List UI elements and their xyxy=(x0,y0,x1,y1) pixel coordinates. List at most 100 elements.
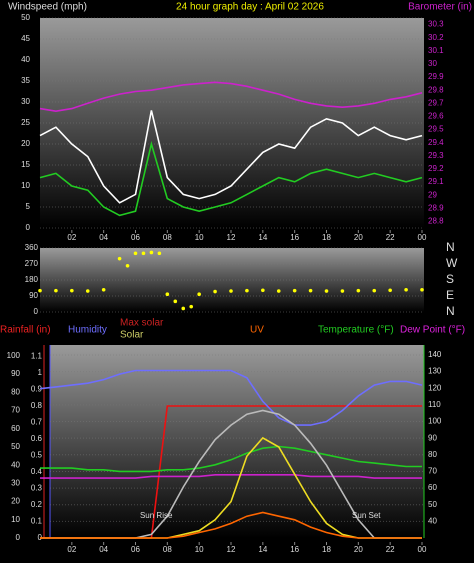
y-tick-label: 180 xyxy=(25,275,39,284)
point xyxy=(229,289,233,293)
series-line xyxy=(40,511,422,539)
y-tick-label: 20 xyxy=(11,497,20,506)
point xyxy=(181,306,186,311)
point xyxy=(85,289,90,293)
y-tick-label: 30.2 xyxy=(428,33,444,42)
max-solar-label: Max solar xyxy=(120,318,164,329)
point xyxy=(324,289,329,293)
y-tick-label: 70 xyxy=(11,406,20,415)
series-line xyxy=(39,369,423,426)
point xyxy=(420,287,424,292)
x-tick-label: 20 xyxy=(354,233,363,242)
x-tick-label: 06 xyxy=(131,545,140,554)
y-tick-label: 80 xyxy=(428,450,437,459)
y-tick-label: 20 xyxy=(21,139,30,148)
point xyxy=(173,299,178,304)
y-tick-label: 0.4 xyxy=(31,467,43,476)
y-tick-label: 100 xyxy=(428,417,442,426)
y-tick-label: 40 xyxy=(428,516,437,525)
x-tick-label: 00 xyxy=(418,545,427,554)
y-tick-label: 90 xyxy=(11,369,20,378)
series-line xyxy=(39,81,423,113)
y-tick-label: 0 xyxy=(16,533,21,542)
y-tick-label: 1.1 xyxy=(31,352,43,361)
y-tick-label: 0.2 xyxy=(31,500,43,509)
point xyxy=(141,251,146,256)
compass-label: N xyxy=(446,240,455,254)
point xyxy=(261,288,265,293)
y-tick-label: 270 xyxy=(25,259,39,268)
y-tick-label: 29.9 xyxy=(428,72,444,81)
y-tick-label: 140 xyxy=(428,350,442,359)
point xyxy=(54,288,58,293)
y2-label: Barometer (in) xyxy=(408,2,472,13)
temp-label: Temperature (°F) xyxy=(318,325,394,336)
y-tick-label: 0.7 xyxy=(31,418,43,427)
y-tick-label: 90 xyxy=(29,291,38,300)
y-tick-label: 29.7 xyxy=(428,98,444,107)
point xyxy=(404,287,408,292)
point xyxy=(308,288,313,293)
point xyxy=(276,289,281,293)
x-tick-label: 20 xyxy=(354,545,363,554)
point xyxy=(292,288,297,293)
x-tick-label: 22 xyxy=(386,545,395,554)
x-tick-label: 08 xyxy=(163,233,172,242)
x-tick-label: 08 xyxy=(163,545,172,554)
y-tick-label: 0 xyxy=(34,307,39,316)
y-tick-label: 50 xyxy=(21,13,30,22)
y-tick-label: 29.5 xyxy=(428,125,444,134)
series-line xyxy=(39,140,423,217)
y-tick-label: 130 xyxy=(428,367,442,376)
y-tick-label: 0.9 xyxy=(31,385,43,394)
y-tick-label: 110 xyxy=(428,400,441,409)
compass-label: E xyxy=(446,288,454,302)
y-tick-label: 25 xyxy=(21,118,30,127)
x-tick-label: 22 xyxy=(386,233,395,242)
y-tick-label: 45 xyxy=(21,34,30,43)
y-tick-label: 50 xyxy=(428,500,437,509)
y-tick-label: 60 xyxy=(11,424,20,433)
point xyxy=(133,251,138,256)
point xyxy=(197,292,201,297)
annotation: Sun Rise xyxy=(140,511,173,520)
y-tick-label: 1 xyxy=(38,368,43,377)
y-tick-label: 0.6 xyxy=(31,434,43,443)
y-tick-label: 0.5 xyxy=(31,451,43,460)
y-tick-label: 29.1 xyxy=(428,177,444,186)
y-tick-label: 15 xyxy=(21,160,30,169)
point xyxy=(38,288,42,293)
y-tick-label: 30.1 xyxy=(428,46,444,55)
uv-label: UV xyxy=(250,325,264,336)
solar-label: Solar xyxy=(120,330,144,341)
point xyxy=(125,263,130,268)
x-tick-label: 02 xyxy=(67,545,76,554)
x-tick-label: 14 xyxy=(258,545,267,554)
y-tick-label: 30 xyxy=(428,59,437,68)
point xyxy=(340,289,345,293)
x-tick-label: 04 xyxy=(99,545,108,554)
y-tick-label: 120 xyxy=(428,383,442,392)
y-tick-label: 40 xyxy=(21,55,30,64)
compass-label: S xyxy=(446,272,454,286)
y-tick-label: 29.6 xyxy=(428,112,444,121)
y-tick-label: 0 xyxy=(26,223,31,232)
x-tick-label: 18 xyxy=(322,233,331,242)
point xyxy=(372,288,377,293)
y-tick-label: 30 xyxy=(21,97,30,106)
point xyxy=(388,288,392,293)
y-tick-label: 60 xyxy=(428,483,437,492)
y-tick-label: 10 xyxy=(11,515,20,524)
y-tick-label: 70 xyxy=(428,467,437,476)
dew-label: Dew Point (°F) xyxy=(400,325,465,336)
y-tick-label: 0.3 xyxy=(31,484,43,493)
title: 24 hour graph day : April 02 2026 xyxy=(176,2,324,13)
y-tick-label: 10 xyxy=(21,181,30,190)
y-tick-label: 28.8 xyxy=(428,217,444,226)
y-tick-label: 80 xyxy=(11,387,20,396)
y-tick-label: 40 xyxy=(11,460,20,469)
point xyxy=(149,250,154,255)
series-line xyxy=(40,445,422,473)
x-tick-label: 12 xyxy=(227,545,236,554)
